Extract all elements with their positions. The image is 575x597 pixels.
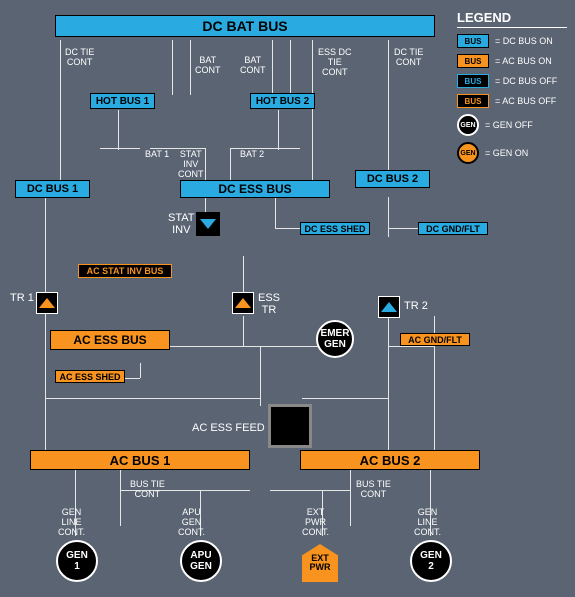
label-bat2: BAT 2 <box>240 150 264 160</box>
wire <box>275 228 300 229</box>
wire <box>272 40 273 95</box>
wire <box>205 148 206 180</box>
wire <box>45 398 261 399</box>
label-bat-cont-l: BATCONT <box>195 56 221 76</box>
wire <box>190 40 191 95</box>
legend-text: = AC BUS OFF <box>495 96 556 106</box>
legend-swatch: GEN <box>457 114 479 136</box>
dc-gnd-flt: DC GND/FLT <box>418 222 488 235</box>
wire <box>388 40 389 170</box>
label-stat-inv-cont: STATINVCONT <box>178 150 204 180</box>
tr1-icon <box>36 292 58 314</box>
label-dc-tie-cont-l: DC TIECONT <box>65 48 94 68</box>
wire <box>388 316 389 450</box>
gen-2: GEN2 <box>410 540 452 582</box>
emer-gen: EMERGEN <box>316 320 354 358</box>
label-gen-line-l: GENLINECONT. <box>58 508 85 538</box>
legend-text: = DC BUS OFF <box>495 76 557 86</box>
ac-bus-2: AC BUS 2 <box>300 450 480 470</box>
legend-row: BUS = AC BUS OFF <box>457 94 567 108</box>
wire <box>120 466 121 526</box>
wire <box>388 228 418 229</box>
wire <box>118 110 119 150</box>
ac-stat-inv-bus: AC STAT INV BUS <box>78 264 172 278</box>
wire <box>168 346 338 347</box>
wire <box>350 466 351 526</box>
legend-swatch: BUS <box>457 74 489 88</box>
hot-bus-2: HOT BUS 2 <box>250 93 315 109</box>
label-bus-tie-r: BUS TIECONT <box>356 480 391 500</box>
wire <box>290 40 291 95</box>
ac-bus-1: AC BUS 1 <box>30 450 250 470</box>
ac-gnd-flt: AC GND/FLT <box>400 333 470 346</box>
wire <box>45 197 46 302</box>
wire <box>205 197 206 212</box>
legend-text: = DC BUS ON <box>495 36 553 46</box>
wire <box>260 148 300 149</box>
label-bus-tie-l: BUS TIECONT <box>130 480 165 500</box>
wire <box>278 110 279 150</box>
wire <box>275 198 276 228</box>
legend-text: = AC BUS ON <box>495 56 552 66</box>
dc-bat-bus: DC BAT BUS <box>55 15 435 37</box>
hot-bus-1: HOT BUS 1 <box>90 93 155 109</box>
legend-row: BUS = AC BUS ON <box>457 54 567 68</box>
label-tr1: TR 1 <box>10 292 34 304</box>
wire <box>243 316 244 346</box>
label-tr2: TR 2 <box>404 300 428 312</box>
wire <box>388 197 389 237</box>
wire <box>260 346 261 406</box>
legend-title: LEGEND <box>457 10 567 28</box>
label-ac-ess-feed: AC ESS FEED <box>192 422 265 434</box>
wire <box>45 300 46 450</box>
legend: LEGEND BUS = DC BUS ON BUS = AC BUS ON BUS = … <box>457 10 567 170</box>
wire <box>140 363 141 378</box>
wire <box>243 256 244 292</box>
label-ess-dc-tie-cont: ESS DCTIECONT <box>318 48 352 78</box>
apu-gen: APUGEN <box>180 540 222 582</box>
wire <box>312 40 313 180</box>
ac-ess-bus: AC ESS BUS <box>50 330 170 350</box>
label-bat-cont-r: BATCONT <box>240 56 266 76</box>
label-gen-line-r: GENLINECONT. <box>414 508 441 538</box>
dc-ess-shed: DC ESS SHED <box>300 222 370 235</box>
wire <box>270 490 350 491</box>
ac-ess-feed-box <box>268 404 312 448</box>
wire <box>230 148 231 180</box>
ac-ess-shed: AC ESS SHED <box>55 370 125 383</box>
wire <box>388 346 434 347</box>
legend-text: = GEN OFF <box>485 120 533 130</box>
legend-swatch: BUS <box>457 54 489 68</box>
legend-row: BUS = DC BUS OFF <box>457 74 567 88</box>
wire <box>172 40 173 95</box>
dc-bus-2: DC BUS 2 <box>355 170 430 188</box>
stat-inv-icon <box>196 212 220 236</box>
label-ess-tr: ESSTR <box>258 292 280 316</box>
legend-swatch: BUS <box>457 94 489 108</box>
legend-row: BUS = DC BUS ON <box>457 34 567 48</box>
label-bat1: BAT 1 <box>145 150 169 160</box>
label-apu-gen-cont: APUGENCONT. <box>178 508 205 538</box>
ess-tr-icon <box>232 292 254 314</box>
ext-pwr: EXTPWR <box>302 544 338 582</box>
gen-1: GEN1 <box>56 540 98 582</box>
legend-row: GEN = GEN ON <box>457 142 567 164</box>
label-dc-tie-cont-r: DC TIECONT <box>394 48 423 68</box>
label-stat-inv: STATINV <box>168 212 194 236</box>
wire <box>302 398 389 399</box>
legend-row: GEN = GEN OFF <box>457 114 567 136</box>
legend-swatch: BUS <box>457 34 489 48</box>
legend-text: = GEN ON <box>485 148 528 158</box>
wire <box>100 148 140 149</box>
tr2-icon <box>378 296 400 318</box>
dc-bus-1: DC BUS 1 <box>15 180 90 198</box>
legend-swatch: GEN <box>457 142 479 164</box>
wire <box>60 40 61 180</box>
label-ext-pwr-cont: EXTPWRCONT. <box>302 508 329 538</box>
dc-ess-bus: DC ESS BUS <box>180 180 330 198</box>
